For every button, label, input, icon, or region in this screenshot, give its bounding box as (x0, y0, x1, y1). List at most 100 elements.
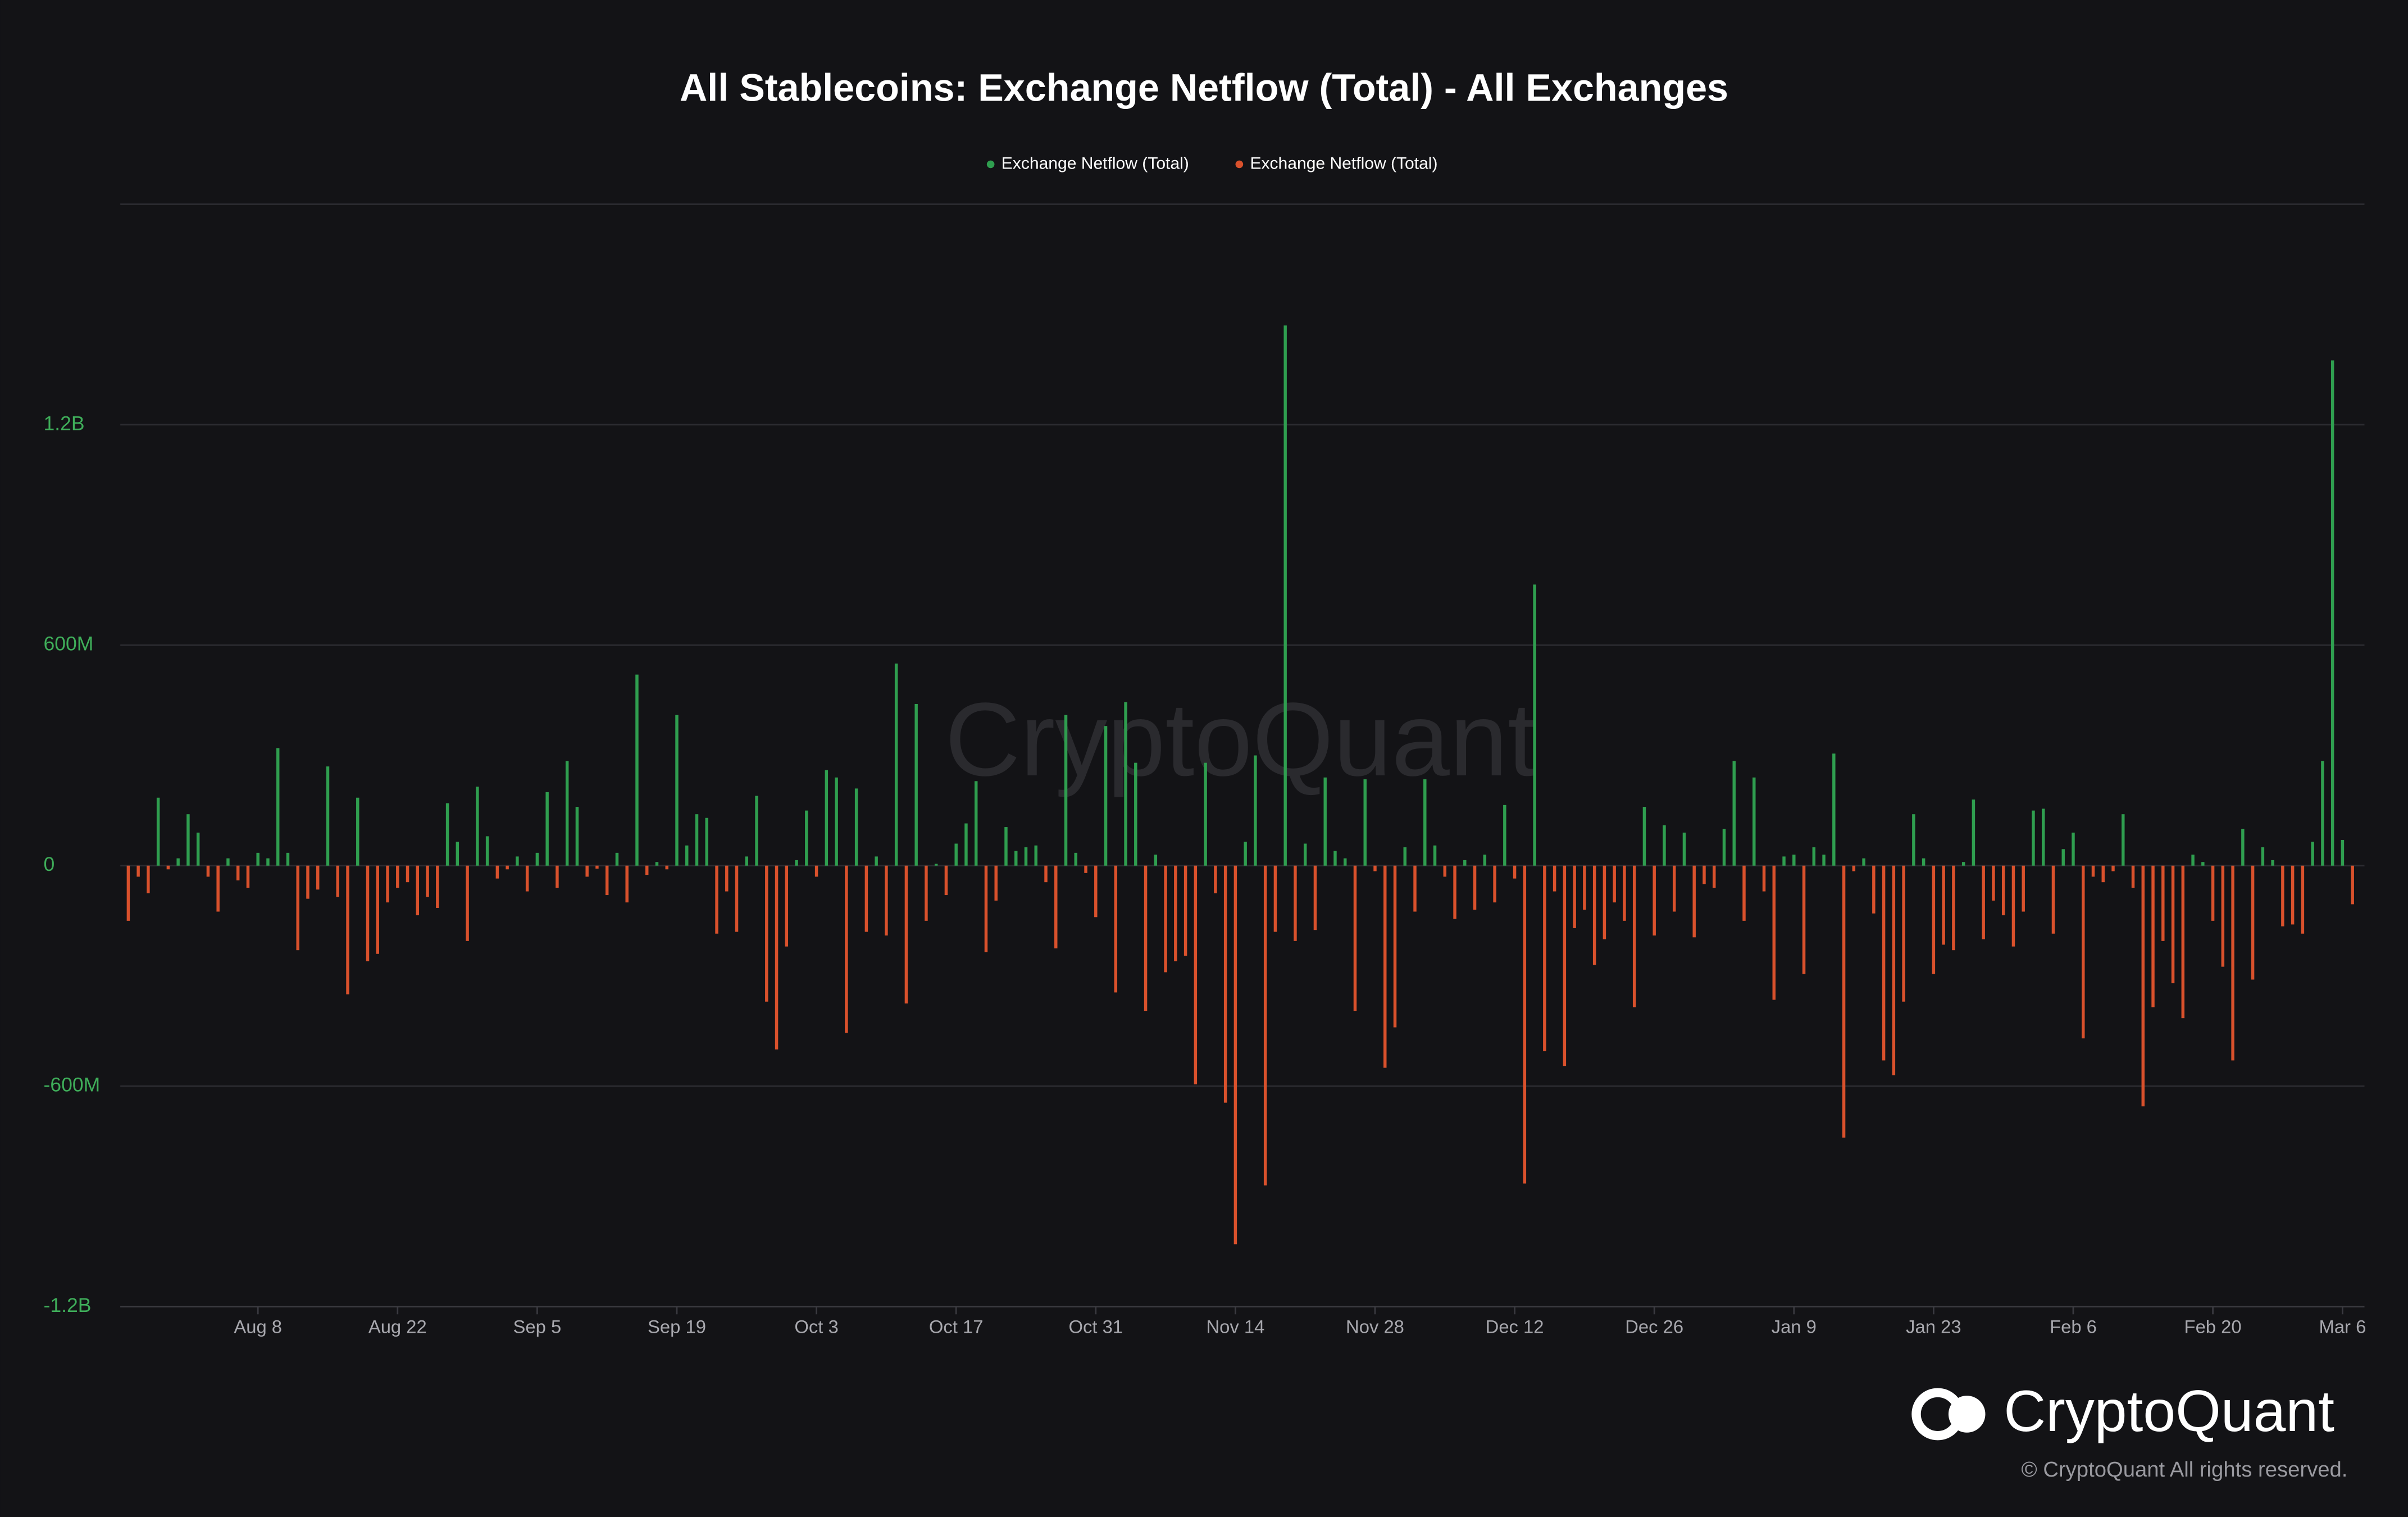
bar (2022, 865, 2025, 912)
bar (1134, 762, 1137, 866)
bar (625, 865, 629, 903)
bar (1383, 865, 1387, 1068)
bar (196, 832, 200, 866)
bar (2091, 865, 2095, 877)
bar (1223, 865, 1227, 1103)
bar (2271, 860, 2274, 866)
bar (1343, 858, 1347, 866)
bar (1064, 715, 1068, 866)
bar (665, 865, 668, 870)
bar (925, 865, 928, 921)
bar (1692, 865, 1696, 938)
bar (156, 797, 160, 866)
bar (695, 814, 699, 866)
bar (1044, 865, 1048, 883)
bar (795, 860, 798, 866)
bar (1204, 762, 1207, 866)
bar (1852, 865, 1856, 871)
watermark: CryptoQuant (945, 682, 1536, 798)
bar (1433, 845, 1437, 866)
bar (1603, 865, 1606, 939)
bar (1483, 855, 1487, 866)
bar (336, 865, 339, 897)
bar (1453, 865, 1456, 919)
bar (525, 865, 529, 892)
x-tick-label: Feb 6 (2050, 1316, 2097, 1337)
bar (685, 845, 689, 866)
bar (1353, 865, 1357, 1011)
bar (1832, 753, 1836, 866)
bar (1932, 865, 1936, 974)
bar (2281, 865, 2284, 926)
bar (2301, 865, 2305, 934)
bar (246, 865, 250, 888)
x-tick-label: Aug 22 (368, 1316, 427, 1337)
bar (1254, 755, 1257, 866)
bar (1084, 865, 1087, 873)
bar (206, 865, 210, 877)
bar (1513, 865, 1517, 879)
bar (1712, 865, 1716, 888)
bar (914, 703, 918, 866)
bar (1902, 865, 1905, 1002)
bar (476, 787, 479, 866)
bar (1194, 865, 1198, 1084)
bar (1273, 865, 1277, 932)
bar (1363, 779, 1367, 866)
bar (705, 817, 708, 866)
bar (2191, 855, 2195, 866)
bar (755, 796, 758, 866)
bar (2141, 865, 2145, 1107)
bar (1732, 761, 1736, 866)
bar (974, 781, 978, 866)
bar (2181, 865, 2185, 1019)
bar (2072, 832, 2075, 866)
x-tick-label: Oct 31 (1069, 1316, 1123, 1337)
bar (2061, 849, 2065, 866)
bar (2231, 865, 2234, 1061)
bar (1313, 865, 1317, 930)
bar (1672, 865, 1676, 912)
bar (2122, 814, 2125, 866)
bar (495, 865, 499, 879)
bar (1423, 779, 1427, 866)
bar (725, 865, 729, 892)
bar (1523, 865, 1527, 1184)
bar (1573, 865, 1576, 928)
legend-label: Exchange Netflow (Total) (1002, 154, 1189, 172)
bar (1303, 843, 1307, 866)
bar (984, 865, 988, 952)
bar (276, 748, 280, 866)
x-tick-label: Mar 6 (2319, 1316, 2366, 1337)
bar (1782, 856, 1786, 866)
x-tick-label: Jan 9 (1772, 1316, 1817, 1337)
bar (1183, 865, 1187, 956)
bar (186, 814, 190, 866)
bar (904, 865, 908, 1004)
bar (1583, 865, 1586, 910)
bar (216, 865, 220, 912)
bar (1623, 865, 1626, 921)
bar (2001, 865, 2005, 916)
bar (2251, 865, 2255, 980)
bar (954, 843, 958, 866)
y-tick-label: 0 (44, 853, 55, 875)
bar (885, 865, 888, 936)
bar (1144, 865, 1148, 1011)
bar (426, 865, 429, 897)
bar (2151, 865, 2155, 1007)
x-tick-label: Sep 19 (648, 1316, 706, 1337)
legend-marker (1235, 160, 1244, 169)
bar (286, 852, 290, 866)
bar (1074, 852, 1078, 866)
bar (1653, 865, 1656, 936)
bar (1533, 584, 1536, 866)
bar (366, 865, 370, 961)
x-tick-label: Feb 20 (2184, 1316, 2242, 1337)
bar (346, 865, 349, 994)
bar (1862, 858, 1865, 866)
bar (406, 865, 409, 883)
bar (1543, 865, 1546, 1052)
bar (1992, 865, 1995, 901)
